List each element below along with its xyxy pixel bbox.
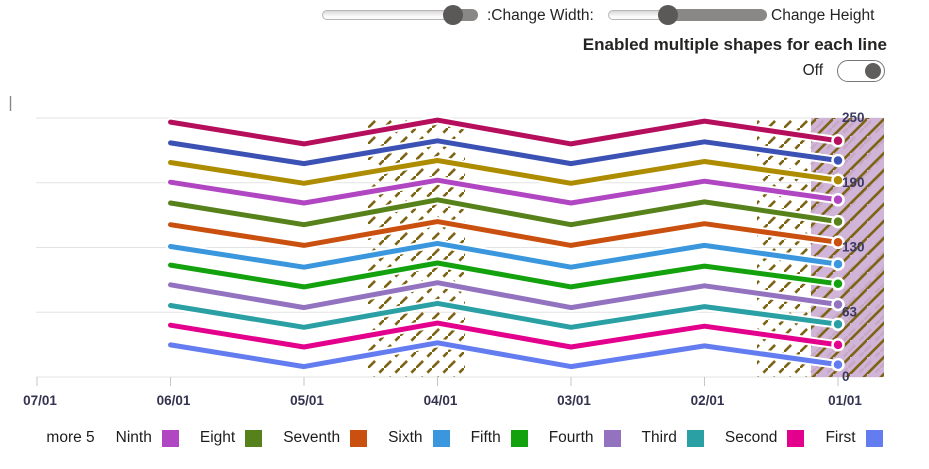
legend-label: Third <box>641 429 677 446</box>
chart-line-second[interactable] <box>168 320 841 350</box>
y-axis-label: 0 <box>842 369 850 384</box>
legend-label: Fourth <box>548 429 594 446</box>
x-axis-label: 07/01 <box>23 393 57 408</box>
legend-item-third[interactable]: Third <box>642 429 704 447</box>
chart-line-first[interactable] <box>168 340 841 370</box>
legend-label: Seventh <box>283 429 341 446</box>
legend-swatch <box>350 429 368 447</box>
legend-swatch <box>161 429 179 447</box>
legend-item-fourth[interactable]: Fourth <box>549 429 621 447</box>
legend-item-ninth[interactable]: Ninth <box>116 429 179 447</box>
y-axis-label: 190 <box>842 175 865 190</box>
legend-label: Eight <box>199 429 236 446</box>
change-height-slider[interactable] <box>608 5 767 27</box>
legend-label: Fifth <box>470 429 501 446</box>
chart-end-dot-seventh[interactable] <box>831 235 845 250</box>
legend-label: Ninth <box>115 429 152 446</box>
chart-legend: more 5 Ninth Eight Seventh Sixth Fifth Fourth T… <box>0 429 929 447</box>
legend-item-first[interactable]: First <box>825 429 883 447</box>
legend-item-eight[interactable]: Eight <box>199 429 263 447</box>
legend-label: Sixth <box>388 429 423 446</box>
chart-line-extra-12[interactable] <box>168 117 841 147</box>
y-axis-label: 63 <box>842 304 858 319</box>
chart-line-third[interactable] <box>168 300 841 330</box>
chart-end-dot-first[interactable] <box>831 357 845 372</box>
x-axis-label: 03/01 <box>557 393 591 408</box>
chart-end-dot-ninth[interactable] <box>831 193 845 207</box>
legend-item-fifth[interactable]: Fifth <box>471 429 528 447</box>
legend-item-more-5[interactable]: more 5 <box>46 429 94 447</box>
shapes-toggle-switch[interactable] <box>837 60 885 82</box>
legend-swatch <box>510 429 528 447</box>
chart-end-dot-fifth[interactable] <box>831 277 845 291</box>
legend-label: First <box>825 429 856 446</box>
legend-item-sixth[interactable]: Sixth <box>388 429 450 447</box>
change-width-label: :Change Width: <box>487 7 594 24</box>
y-axis-label: 130 <box>842 240 865 255</box>
toggle-state-label: Off <box>802 62 823 79</box>
change-height-slider-thumb[interactable] <box>658 5 678 25</box>
chart-end-dot-extra-10[interactable] <box>831 173 845 187</box>
x-axis-label: 02/01 <box>691 393 725 408</box>
legend-swatch <box>603 429 621 447</box>
chart-end-dot-extra-12[interactable] <box>831 134 845 148</box>
chart-end-dot-third[interactable] <box>831 317 845 331</box>
chart-line-fourth[interactable] <box>168 280 841 311</box>
x-axis-label: 06/01 <box>157 393 191 408</box>
legend-swatch <box>432 429 450 447</box>
legend-item-second[interactable]: Second <box>725 429 805 447</box>
chart-end-dot-eight[interactable] <box>831 214 845 229</box>
legend-item-seventh[interactable]: Seventh <box>283 429 368 447</box>
chart-end-dot-extra-11[interactable] <box>831 153 845 168</box>
legend-label: Second <box>724 429 778 446</box>
legend-swatch <box>787 429 805 447</box>
toggle-knob[interactable] <box>865 63 881 79</box>
legend-swatch <box>245 429 263 447</box>
shapes-toggle-title: Enabled multiple shapes for each line <box>582 35 887 54</box>
chart-line-extra-10[interactable] <box>168 158 841 186</box>
change-width-slider-thumb[interactable] <box>443 5 463 25</box>
line-chart-canvas: 250 190 130 63 0 07/01 06/01 05/01 04/01 03/01 02/… <box>9 96 884 408</box>
change-height-label: Change Height <box>771 7 875 24</box>
chart-line-extra-11[interactable] <box>168 138 841 167</box>
chart-end-dot-fourth[interactable] <box>831 297 845 312</box>
change-width-slider[interactable] <box>322 5 478 27</box>
chart-end-dot-sixth[interactable] <box>831 257 845 271</box>
legend-swatch <box>686 429 704 447</box>
legend-swatch <box>865 429 883 447</box>
chart-line-eight[interactable] <box>168 197 841 228</box>
chart-end-dot-second[interactable] <box>831 338 845 352</box>
change-height-slider-fill <box>668 9 767 21</box>
chart-line-seventh[interactable] <box>168 219 841 248</box>
x-axis-label: 05/01 <box>290 393 324 408</box>
chart-line-ninth[interactable] <box>168 177 841 206</box>
chart-line-sixth[interactable] <box>168 240 841 270</box>
y-axis-label: 250 <box>842 110 865 125</box>
chart-line-fifth[interactable] <box>168 260 841 290</box>
x-axis-label: 04/01 <box>424 393 458 408</box>
x-axis-label: 01/01 <box>828 393 862 408</box>
legend-label: more 5 <box>46 429 95 446</box>
